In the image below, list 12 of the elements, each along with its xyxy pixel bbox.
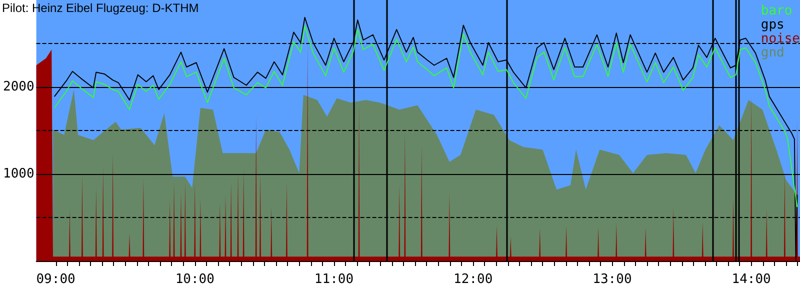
x-tick-label: 11:00 [314,272,354,287]
text: baro [760,4,792,18]
x-tick-label: 10:00 [175,272,214,287]
x-tick-label: 12:00 [454,272,493,287]
text: noise [760,32,800,46]
series-label: gps [760,18,784,32]
x-tick-label: 13:00 [592,272,632,287]
text: gnd [760,46,784,60]
x-tick-label: 14:00 [732,272,771,287]
y-tick-label: 2000 [2,80,34,94]
y-tick-label: 1000 [2,166,34,182]
x-tick-label: 09:00 [36,272,76,287]
